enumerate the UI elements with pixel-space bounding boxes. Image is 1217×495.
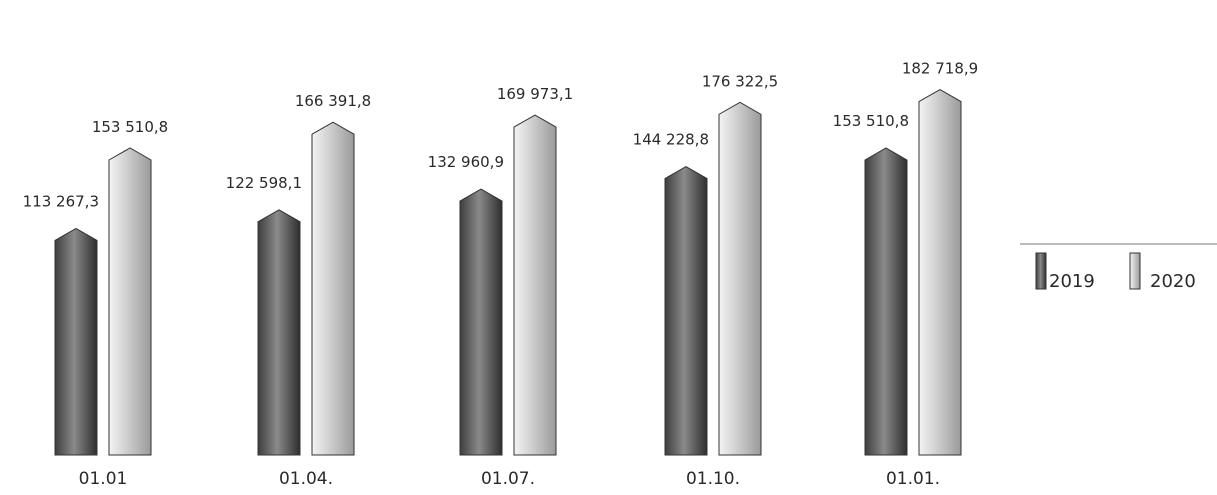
category-label-2: 01.04. <box>279 469 333 489</box>
legend-swatch-2019 <box>1035 252 1047 290</box>
category-label-3: 01.07. <box>481 469 535 489</box>
value-label-2020-4: 176 322,5 <box>702 72 778 90</box>
bar-2020-3 <box>513 114 557 456</box>
value-label-2020-1: 153 510,8 <box>92 118 168 136</box>
value-label-2019-4: 144 228,8 <box>633 131 709 149</box>
legend-label-2020: 2020 <box>1150 271 1196 292</box>
value-label-2019-2: 122 598,1 <box>226 174 302 192</box>
legend: 2019 2020 <box>1020 243 1217 292</box>
category-label-5: 01.01. <box>886 469 940 489</box>
value-label-2019-3: 132 960,9 <box>428 153 504 171</box>
bar-2019-5 <box>864 147 908 456</box>
bar-2019-3 <box>459 188 503 456</box>
value-label-2020-2: 166 391,8 <box>295 92 371 110</box>
value-label-2019-1: 113 267,3 <box>23 192 99 210</box>
legend-label-2019: 2019 <box>1049 271 1095 292</box>
bar-2020-2 <box>311 121 355 456</box>
category-label-1: 01.01 <box>79 469 128 489</box>
bar-2019-1 <box>54 227 98 456</box>
bar-2020-1 <box>108 147 152 456</box>
value-label-2020-3: 169 973,1 <box>497 85 573 103</box>
bar-2019-4 <box>664 165 708 456</box>
legend-swatch-2020 <box>1129 252 1141 290</box>
bar-2020-4 <box>718 101 762 456</box>
value-label-2019-5: 153 510,8 <box>833 112 909 130</box>
bar-2020-5 <box>918 88 962 456</box>
value-label-2020-5: 182 718,9 <box>902 60 978 78</box>
category-label-4: 01.10. <box>686 469 740 489</box>
bar-2019-2 <box>257 209 301 456</box>
